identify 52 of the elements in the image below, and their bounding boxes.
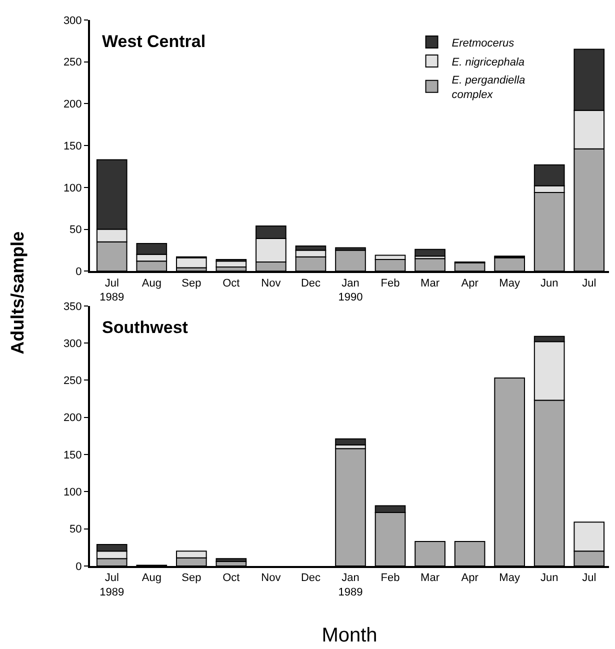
y-tick-label: 100: [63, 486, 82, 499]
legend-label: Eretmocerus: [452, 37, 515, 50]
legend-label: E. pergandiella complex: [452, 74, 526, 101]
x-tick-label: Apr: [461, 572, 479, 584]
x-tick-label: Mar: [420, 277, 440, 290]
x-tick-label: Nov: [261, 572, 282, 584]
x-tick-label: Jul 1989: [100, 277, 124, 304]
text: West Central: [102, 32, 206, 51]
y-tick-label: 150: [63, 449, 82, 462]
y-tick-label: 250: [63, 56, 82, 69]
y-tick-label: 250: [63, 375, 82, 388]
x-tick-label: Dec: [300, 277, 321, 290]
y-tick-label: 200: [63, 412, 82, 424]
y-axis-title: Adults/sample: [7, 231, 28, 354]
x-tick-label: May: [499, 277, 520, 290]
x-axis-title: Month: [322, 624, 378, 646]
y-tick-label: 0: [76, 266, 82, 278]
x-tick-label: Nov: [261, 277, 282, 290]
y-tick-label: 50: [70, 524, 82, 536]
y-tick-label: 150: [63, 140, 82, 152]
legend-label: E. nigricephala: [452, 56, 525, 68]
x-tick-label: Jun: [540, 277, 558, 290]
bar: [335, 438, 366, 446]
x-tick-label: Jan 1990: [338, 277, 363, 304]
x-tick-label: Apr: [461, 277, 479, 290]
x-tick-label: Jul: [582, 572, 596, 584]
x-tick-label: Aug: [142, 277, 162, 290]
y-tick-label: 200: [63, 98, 82, 111]
x-tick-label: Oct: [222, 277, 240, 290]
y-tick-label: 50: [70, 224, 82, 236]
x-tick-label: Jul: [582, 277, 596, 290]
bar: [176, 257, 207, 268]
x-tick-label: Feb: [380, 572, 400, 584]
x-tick-label: Feb: [380, 277, 400, 290]
x-tick-label: Jan 1989: [338, 572, 363, 598]
x-tick-label: Jul 1989: [100, 572, 124, 598]
x-tick-label: Aug: [142, 572, 162, 584]
x-tick-label: Sep: [182, 572, 202, 584]
y-tick-label: 300: [63, 338, 82, 350]
bar: [414, 248, 446, 257]
y-tick-label: 100: [63, 182, 82, 194]
y-tick-label: 0: [76, 560, 82, 573]
x-tick-label: Dec: [300, 572, 321, 584]
y-tick-label: 350: [63, 300, 82, 313]
x-tick-label: Sep: [182, 277, 202, 290]
text: Southwest: [102, 318, 188, 337]
x-tick-label: May: [499, 572, 520, 584]
x-tick-label: Oct: [222, 572, 240, 584]
x-tick-label: Mar: [420, 572, 440, 584]
x-tick-label: Jun: [540, 572, 558, 584]
bar: [216, 558, 247, 562]
y-tick-label: 300: [63, 14, 82, 27]
